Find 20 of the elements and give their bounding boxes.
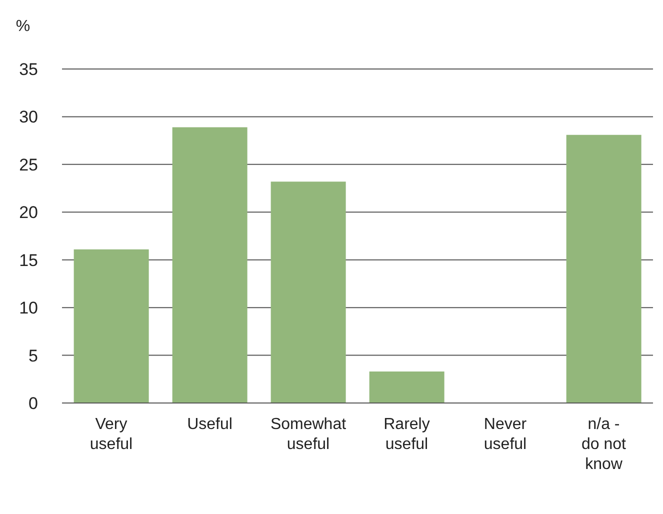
x-tick-label: Never useful (484, 416, 528, 453)
bar (172, 127, 248, 403)
x-tick-label: Useful (187, 416, 232, 433)
y-tick-label: 35 (19, 60, 38, 80)
y-tick-label: 15 (19, 250, 38, 270)
y-tick-label: 20 (19, 203, 38, 222)
y-tick-label: 25 (19, 155, 38, 174)
y-tick-label: 30 (19, 108, 38, 127)
y-tick-label: 10 (19, 298, 38, 318)
y-axis-title: % (16, 18, 30, 35)
y-tick-label: 0 (28, 394, 38, 414)
bar (74, 249, 149, 403)
x-tick-label: n/a - do not know (582, 416, 627, 473)
bar (270, 182, 346, 403)
x-tick-label: Very useful (90, 416, 133, 453)
y-tick-label: 5 (28, 346, 38, 366)
bar (566, 134, 642, 403)
bar (369, 372, 444, 403)
x-tick-label: Somewhat useful (270, 416, 347, 453)
x-tick-label: Rarely useful (384, 416, 430, 453)
